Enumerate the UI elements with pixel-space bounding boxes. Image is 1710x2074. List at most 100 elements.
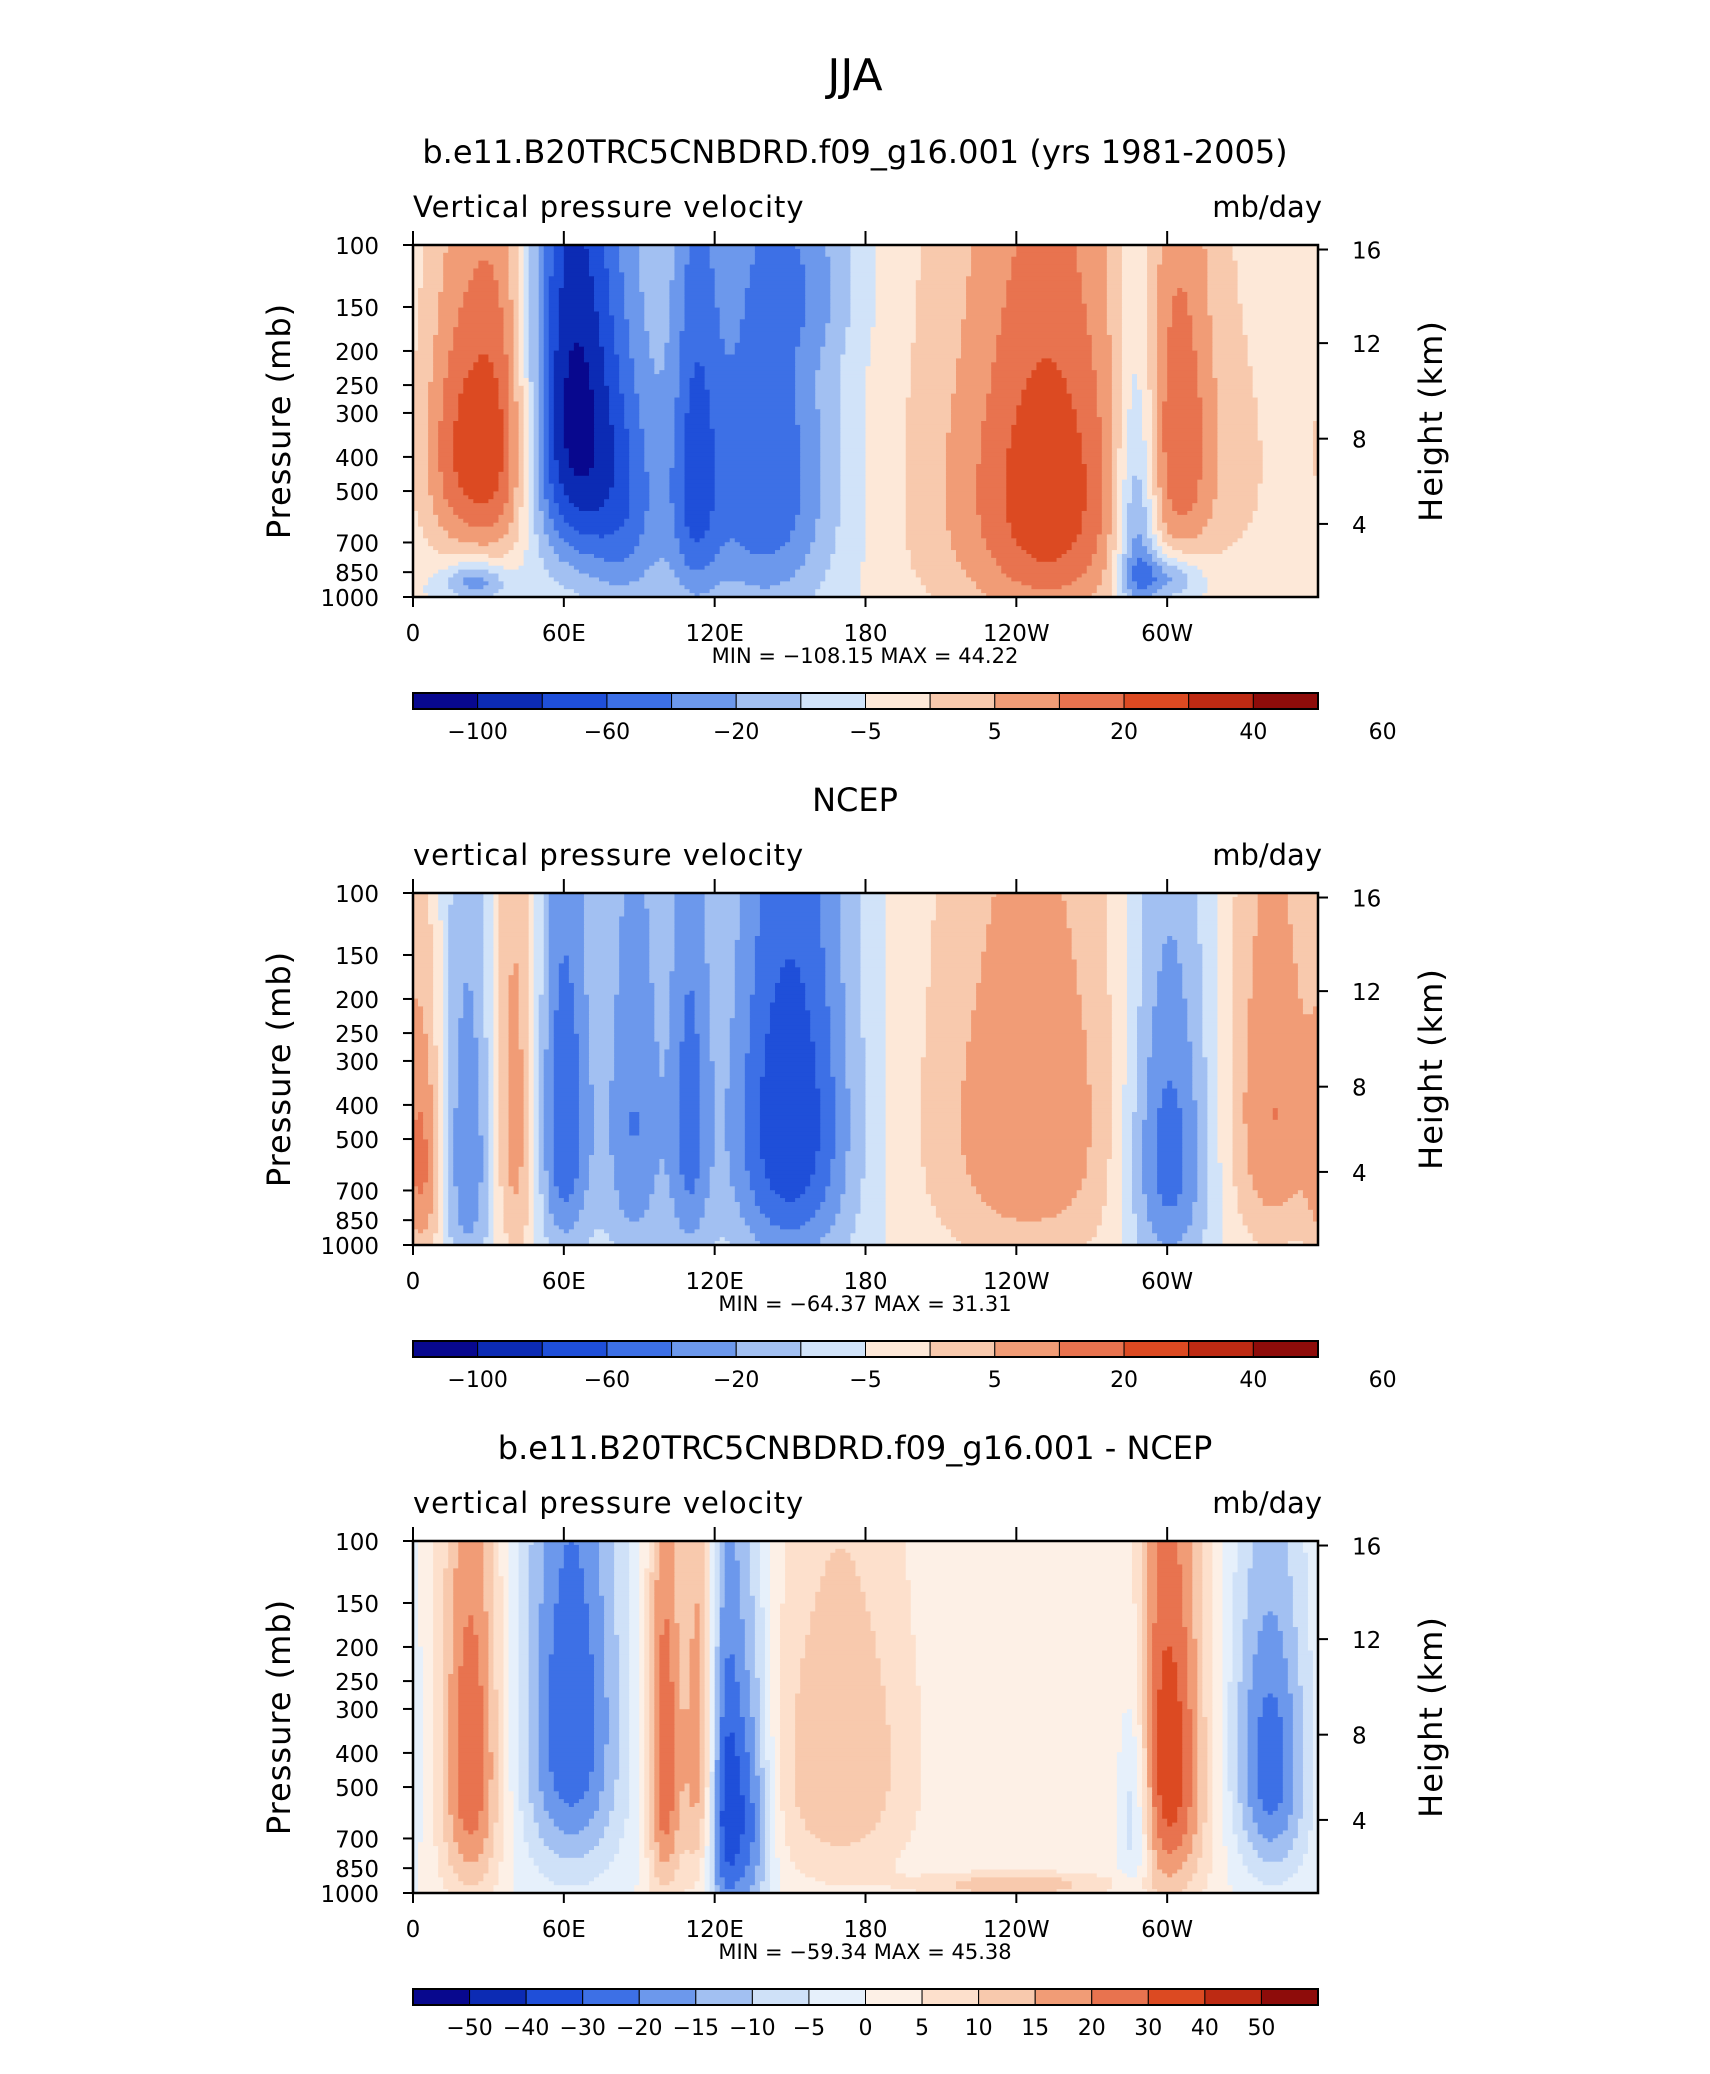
field-cell	[1066, 389, 1098, 395]
colorbar-swatch	[671, 692, 737, 710]
field-cell	[548, 358, 555, 363]
field-cell	[493, 932, 500, 937]
field-cell	[543, 334, 550, 340]
field-cell	[1147, 456, 1153, 461]
field-cell	[1086, 1041, 1113, 1047]
field-cell	[1197, 487, 1219, 492]
field-cell	[1147, 284, 1158, 289]
field-cell	[684, 487, 716, 492]
field-cell	[508, 522, 520, 528]
field-cell	[558, 503, 575, 508]
field-cell	[418, 323, 439, 328]
field-cell	[498, 971, 515, 976]
field-cell	[528, 405, 535, 410]
field-cell	[523, 436, 530, 442]
field-cell	[1126, 464, 1148, 469]
field-cell	[1202, 424, 1219, 430]
field-cell	[543, 268, 555, 273]
field-cell	[423, 276, 444, 281]
field-cell	[614, 428, 630, 434]
field-cell	[1252, 967, 1299, 972]
field-cell	[769, 1010, 811, 1015]
field-cell	[458, 323, 505, 328]
field-cell	[483, 967, 495, 972]
field-cell	[1157, 389, 1168, 395]
field-cell	[885, 908, 937, 914]
field-cell	[1202, 440, 1219, 446]
field-cell	[1121, 565, 1128, 571]
field-cell	[775, 986, 806, 992]
field-cell	[1157, 338, 1168, 344]
field-cell	[443, 377, 464, 383]
field-cell	[649, 346, 665, 352]
field-cell	[498, 986, 510, 992]
field-cell	[649, 350, 665, 356]
field-cell	[594, 401, 610, 406]
field-cell	[1111, 495, 1118, 500]
field-cell	[719, 327, 741, 332]
field-cell	[548, 366, 555, 371]
field-cell	[1111, 413, 1123, 418]
field-cell	[508, 354, 515, 360]
field-cell	[503, 315, 515, 320]
field-cell	[1192, 338, 1214, 344]
field-cell	[734, 979, 756, 984]
field-cell	[609, 268, 620, 273]
field-cell	[583, 350, 605, 356]
field-cell	[775, 982, 806, 988]
field-cell	[518, 464, 525, 469]
field-cell	[1252, 943, 1294, 949]
field-cell	[619, 951, 650, 957]
field-cell	[1142, 920, 1198, 925]
field-cell	[478, 542, 490, 547]
field-cell	[1162, 538, 1239, 543]
field-cell	[508, 460, 520, 465]
field-cell	[1182, 288, 1208, 293]
field-cell	[528, 912, 535, 918]
field-cell	[1217, 1022, 1234, 1027]
field-cell	[684, 475, 716, 481]
field-cell	[1111, 381, 1123, 387]
field-cell	[458, 1025, 474, 1031]
field-cell	[433, 967, 444, 972]
field-cell	[1066, 916, 1108, 921]
field-cell	[976, 581, 1022, 586]
field-cell	[870, 342, 912, 348]
field-cell	[669, 1006, 686, 1011]
field-cell	[538, 393, 545, 399]
field-cell	[528, 963, 535, 968]
field-cell	[413, 327, 419, 332]
field-cell	[1106, 550, 1113, 555]
field-cell	[1187, 1018, 1203, 1023]
field-cell	[413, 920, 429, 925]
field-cell	[518, 276, 525, 281]
field-cell	[1121, 577, 1128, 582]
field-cell	[1157, 452, 1168, 457]
field-cell	[609, 299, 625, 305]
field-cell	[418, 342, 434, 348]
field-cell	[473, 268, 495, 273]
field-cell	[553, 1010, 575, 1015]
field-cell	[709, 256, 756, 262]
field-cell	[629, 440, 645, 446]
field-cell	[538, 319, 545, 324]
field-cell	[1217, 1029, 1234, 1035]
field-cell	[433, 350, 449, 356]
field-cell	[428, 424, 439, 430]
field-cell	[624, 307, 645, 313]
field-cell	[508, 417, 520, 422]
field-cell	[594, 389, 610, 395]
field-cell	[1157, 370, 1168, 375]
field-cell	[568, 561, 655, 567]
field-cell	[533, 507, 540, 512]
field-cell	[588, 1010, 615, 1015]
field-cell	[578, 550, 635, 555]
field-cell	[518, 295, 525, 301]
field-cell	[423, 260, 444, 266]
field-cell	[1212, 323, 1244, 328]
field-cell	[1232, 998, 1249, 1004]
field-cell	[433, 495, 444, 500]
field-cell	[493, 982, 500, 988]
field-cell	[759, 908, 821, 914]
field-cell	[1217, 971, 1234, 976]
